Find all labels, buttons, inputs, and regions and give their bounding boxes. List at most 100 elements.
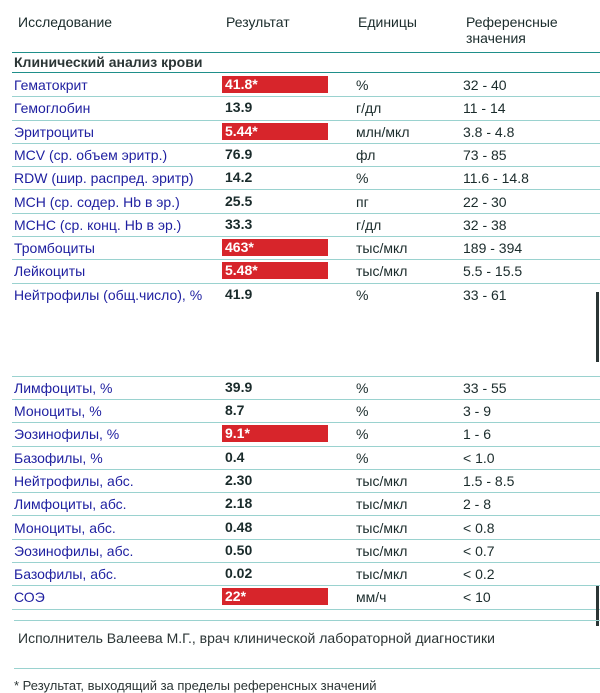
result-unit: %	[356, 286, 369, 303]
reference-range: < 0.7	[463, 542, 495, 559]
row-divider	[12, 96, 600, 98]
test-name: Базофилы, абс.	[14, 566, 117, 583]
result-value-flagged: 22*	[222, 588, 328, 606]
result-unit: %	[356, 77, 369, 93]
table-row: MCV (ср. объем эритр.) 76.9 фл 73 - 85	[0, 144, 600, 168]
table-row: Моноциты, % 8.7% 3 - 9	[0, 400, 600, 424]
test-name: Гемоглобин	[14, 100, 91, 117]
table-row: MCHC (ср. конц. Hb в эр.) 33.3 г/дл 32 - 38	[0, 214, 600, 238]
reference-range: 32 - 40	[463, 77, 507, 93]
test-name: Лейкоциты	[14, 263, 86, 280]
reference-range: 1 - 6	[463, 426, 492, 443]
table-row: Эозинофилы, % 9.1*% 1 - 6	[0, 423, 600, 447]
result-value: 8.7	[225, 402, 245, 418]
performer-signature: Исполнитель Валеева М.Г., врач клиническ…	[18, 630, 495, 646]
table-row: Лейкоциты 5.48* тыс/мкл 5.5 - 15.5	[0, 260, 600, 284]
result-value: 0.4	[225, 448, 245, 465]
test-name: RDW (шир. распред. эритр)	[14, 170, 194, 187]
row-divider	[12, 142, 600, 144]
table-row: Нейтрофилы (общ.число), % 41.9% 33 - 61	[0, 284, 600, 377]
result-unit: тыс/мкл	[356, 472, 408, 489]
result-value: 41.9	[225, 285, 253, 302]
row-divider	[12, 375, 600, 377]
header-result: Результат	[226, 14, 290, 30]
result-unit: г/дл	[356, 216, 382, 233]
test-name: СОЭ	[14, 589, 45, 606]
result-unit: %	[356, 170, 369, 187]
test-name: Нейтрофилы, абс.	[14, 472, 134, 489]
test-name: Тромбоциты	[14, 240, 95, 257]
table-row: Тромбоциты 463* тыс/мкл 189 - 394	[0, 237, 600, 261]
reference-range: < 10	[463, 589, 491, 606]
reference-range: 189 - 394	[463, 240, 523, 257]
table-row: Эозинофилы, абс. 0.50 тыс/мкл < 0.7	[0, 540, 600, 564]
result-value: 76.9	[225, 145, 253, 162]
reference-range: 22 - 30	[463, 193, 507, 210]
table-row: Лимфоциты, % 39.9% 33 - 55	[0, 377, 600, 400]
table-row: Лимфоциты, абс. 2.18 тыс/мкл 2 - 8	[0, 493, 600, 517]
result-unit: тыс/мкл	[356, 496, 408, 513]
header-units: Единицы	[358, 14, 417, 30]
test-name: Эритроциты	[14, 123, 94, 140]
row-divider	[12, 166, 600, 168]
result-unit: г/дл	[356, 100, 382, 117]
result-value-flagged: 5.48*	[222, 262, 328, 280]
table-row: Моноциты, абс. 0.48 тыс/мкл < 0.8	[0, 517, 600, 540]
row-divider	[12, 259, 600, 261]
row-divider	[12, 422, 600, 424]
row-divider	[12, 189, 600, 191]
reference-range: 11 - 14	[463, 100, 506, 117]
result-unit: фл	[356, 146, 376, 163]
table-row: Базофилы, абс. 0.02 тыс/мкл < 0.2	[0, 563, 600, 587]
header-test: Исследование	[18, 14, 113, 30]
test-name: MCV (ср. объем эритр.)	[14, 146, 168, 163]
margin-marker	[596, 586, 599, 627]
test-name: Гематокрит	[14, 77, 88, 93]
result-value: 0.50	[225, 541, 253, 558]
header-divider	[12, 52, 600, 53]
reference-range: 3.8 - 4.8	[463, 123, 515, 140]
test-name: Базофилы, %	[14, 449, 103, 466]
reference-range: < 0.2	[463, 566, 495, 583]
section-title: Клинический анализ крови	[14, 54, 203, 70]
result-unit: %	[356, 426, 369, 443]
footnote-divider	[14, 668, 600, 669]
result-value: 25.5	[225, 192, 253, 209]
result-value-flagged: 41.8*	[222, 76, 328, 93]
row-divider	[12, 236, 600, 238]
table-row: Нейтрофилы, абс. 2.30 тыс/мкл 1.5 - 8.5	[0, 470, 600, 494]
result-unit: мм/ч	[356, 589, 387, 606]
table-row: Эритроциты 5.44* млн/мкл 3.8 - 4.8	[0, 121, 600, 144]
row-divider	[12, 282, 600, 284]
reference-range: < 1.0	[463, 449, 495, 466]
reference-range: 5.5 - 15.5	[463, 263, 523, 280]
row-divider	[12, 585, 600, 587]
reference-range: 3 - 9	[463, 403, 492, 419]
result-unit: %	[356, 379, 369, 396]
result-unit: млн/мкл	[356, 123, 410, 140]
result-value-flagged: 9.1*	[222, 425, 328, 443]
test-name: Моноциты, %	[14, 403, 102, 419]
header-reference: Референсные значения	[466, 14, 558, 46]
reference-range: 2 - 8	[463, 496, 492, 513]
row-divider	[12, 562, 600, 564]
row-divider	[12, 608, 600, 610]
reference-range: 33 - 55	[463, 379, 507, 396]
test-name: Нейтрофилы (общ.число), %	[14, 286, 203, 303]
table-row: Базофилы, % 0.4% < 1.0	[0, 447, 600, 470]
reference-range: 32 - 38	[463, 216, 507, 233]
row-divider	[12, 468, 600, 470]
result-value: 13.9	[225, 99, 253, 116]
footer-divider	[14, 620, 600, 621]
row-divider	[12, 398, 600, 400]
result-value-flagged: 5.44*	[222, 122, 328, 140]
test-name: Эозинофилы, абс.	[14, 542, 134, 559]
reference-range: 73 - 85	[463, 146, 507, 163]
result-unit: тыс/мкл	[356, 263, 408, 280]
result-unit: тыс/мкл	[356, 542, 408, 559]
row-divider	[12, 445, 600, 447]
row-divider	[12, 515, 600, 517]
result-value: 39.9	[225, 378, 253, 395]
table-row: СОЭ 22* мм/ч < 10	[0, 586, 600, 627]
result-unit: тыс/мкл	[356, 240, 408, 257]
